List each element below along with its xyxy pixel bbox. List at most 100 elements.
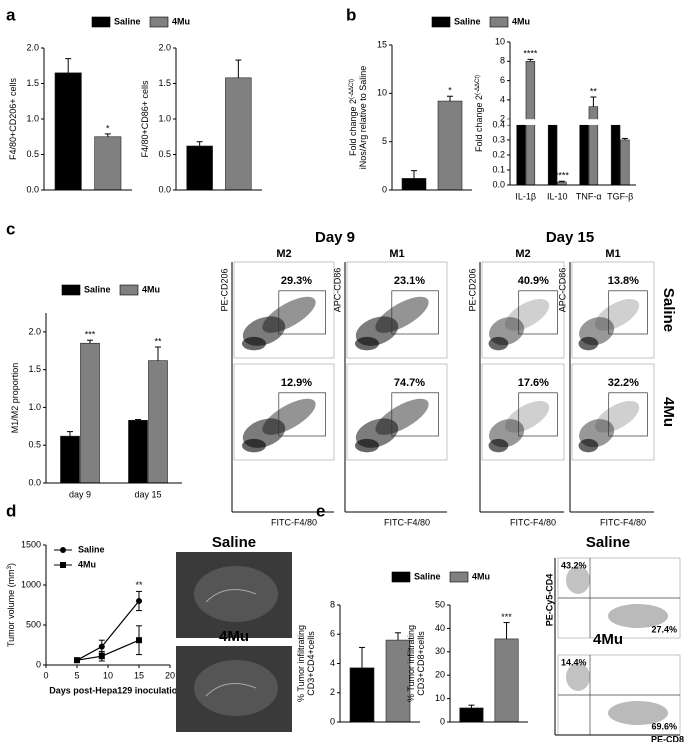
x-tick-label: IL-10 [547,191,568,201]
legend-label: Saline [414,571,441,581]
legend-label: 4Mu [472,571,490,581]
panel-label: a [6,5,16,24]
legend-label: 4Mu [512,16,530,26]
flow-x-label: FITC-F4/80 [384,517,430,527]
cell-cloud [595,400,640,433]
y-tick-label: 6 [500,75,505,85]
gate-percent: 12.9% [281,377,312,389]
x-axis-label: Days post-Hepa129 inoculation [49,685,183,695]
y-tick-label: 500 [26,619,41,629]
gate-percent: 74.7% [394,377,425,389]
cell-cloud [608,604,668,628]
y-tick-label: 2.0 [158,42,171,52]
gate [391,392,439,437]
y-axis-label-part: ) [6,563,16,566]
legend-label: Saline [78,544,105,554]
flow-x-label: FITC-F4/80 [600,517,646,527]
day-title: Day 9 [315,229,355,246]
y-tick-label: 1.0 [158,113,171,123]
y-axis-label-sup: (-ΔΔCt) [349,79,355,99]
gate [278,392,326,437]
gate [608,392,648,437]
row-label: Saline [660,288,677,332]
y-tick-label: 0.4 [492,119,505,129]
significance: **** [555,171,570,181]
y-axis-label: CD3+CD8+cells [416,631,426,696]
bar [401,178,427,191]
photo-label: Saline [212,534,256,551]
legend-swatch [119,284,139,296]
y-tick-label: 30 [435,646,445,656]
bar [60,435,80,484]
bar [588,106,599,186]
y-axis-label: Fold change 2(-ΔΔCt) [348,79,358,156]
cell-cloud [578,438,599,453]
bar [610,122,621,186]
y-tick-label: 1000 [21,579,41,589]
row-label: 4Mu [660,397,677,427]
y-tick-label: 8 [330,599,335,609]
cell-cloud [242,438,266,453]
significance: *** [501,612,512,622]
y-tick-label: 1.5 [28,364,41,374]
cell-cloud [262,296,316,333]
significance: * [106,123,110,133]
flow-y-label: PE-CD206 [467,268,477,311]
y-tick-label: 1.5 [26,78,39,88]
legend-label: 4Mu [78,559,96,569]
y-tick-label: 0.0 [28,477,41,487]
y-tick-label: 0 [330,716,335,726]
significance: ** [135,580,143,590]
gate [518,290,558,335]
panel-label: c [6,219,15,238]
x-tick-label: TNF-α [576,191,602,201]
y-tick-label: 0 [36,659,41,669]
photo-label: 4Mu [219,628,249,645]
bar [620,139,630,186]
y-axis-label-part: M1/M2 proportion [10,363,20,434]
y-axis-label: % Tumor infiltrating [296,625,306,702]
marker [136,598,142,604]
y-tick-label: 0.0 [158,184,171,194]
x-tick-label: 20 [165,670,175,680]
y-axis-label-part: Fold change 2 [474,95,484,152]
y-axis-label-part: F4/80+CD86+ cells [140,80,150,158]
x-tick-label: 15 [134,670,144,680]
legend-swatch [149,16,169,28]
cell-cloud [578,336,599,351]
y-tick-label: 10 [495,36,505,46]
panel-label: d [6,501,16,520]
x-tick-label: day 15 [134,489,161,499]
y-tick-label: 0.5 [26,149,39,159]
cell-cloud [505,298,550,331]
legend-swatch [449,571,469,583]
y-tick-label: 0.0 [26,184,39,194]
quadrant-percent: 27.4% [651,624,677,634]
y-tick-label: 10 [435,693,445,703]
x-tick-label: day 9 [69,489,91,499]
y-axis-label-part: % Tumor infiltrating [296,625,306,702]
y-axis-label-sup: (-ΔΔCt) [475,75,481,95]
gate [391,290,439,335]
gate [278,290,326,335]
y-tick-label: 50 [435,599,445,609]
legend-marker [60,547,66,553]
line [76,600,140,661]
panel-label: b [346,5,356,24]
y-axis-label: Tumor volume (mm3) [6,563,16,647]
gate [518,392,558,437]
line [76,639,140,661]
gate-percent: 29.3% [281,275,312,287]
y-tick-label: 1.0 [28,402,41,412]
flow-y-label: APC-CD86 [332,268,342,313]
bar [579,122,589,186]
legend-swatch [431,16,451,28]
marker [98,653,105,660]
y-tick-label: 8 [500,56,505,66]
cell-cloud [355,336,379,351]
cell-cloud [488,438,509,453]
y-tick-label: 6 [330,629,335,639]
flow-y-label: PE-CD206 [219,268,229,311]
marker [98,643,105,650]
y-tick-label: 0.3 [492,134,505,144]
